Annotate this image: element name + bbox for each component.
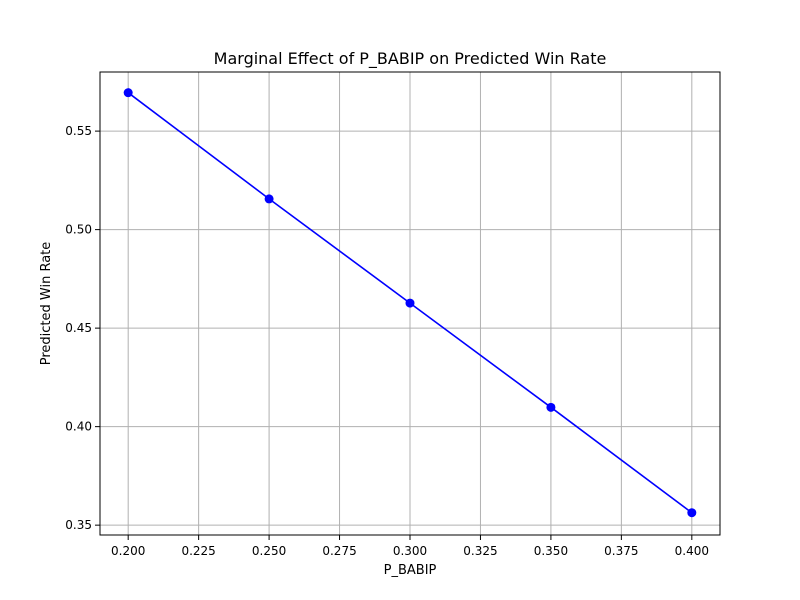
y-tick-label: 0.40 bbox=[65, 420, 92, 434]
data-point bbox=[405, 298, 415, 308]
x-tick-label: 0.400 bbox=[675, 544, 709, 558]
x-tick-label: 0.250 bbox=[252, 544, 286, 558]
y-tick-label: 0.45 bbox=[65, 321, 92, 335]
data-point bbox=[687, 508, 697, 518]
x-tick-label: 0.325 bbox=[463, 544, 497, 558]
y-tick-label: 0.35 bbox=[65, 518, 92, 532]
x-tick-label: 0.300 bbox=[393, 544, 427, 558]
y-tick-label: 0.55 bbox=[65, 124, 92, 138]
x-tick-label: 0.350 bbox=[534, 544, 568, 558]
series-layer bbox=[123, 88, 697, 518]
data-point bbox=[264, 194, 274, 204]
data-point bbox=[546, 402, 556, 412]
x-tick-label: 0.200 bbox=[111, 544, 145, 558]
x-tick-label: 0.275 bbox=[322, 544, 356, 558]
x-tick-label: 0.225 bbox=[181, 544, 215, 558]
data-point bbox=[123, 88, 133, 98]
x-axis-label: P_BABIP bbox=[384, 563, 437, 578]
chart-title: Marginal Effect of P_BABIP on Predicted … bbox=[214, 49, 607, 69]
y-tick-label: 0.50 bbox=[65, 223, 92, 237]
x-tick-label: 0.375 bbox=[604, 544, 638, 558]
y-axis-label: Predicted Win Rate bbox=[39, 242, 54, 366]
axis-ticks: 0.200 0.225 0.250 0.275 0.300 0.325 0.350 0.375… bbox=[65, 124, 709, 558]
